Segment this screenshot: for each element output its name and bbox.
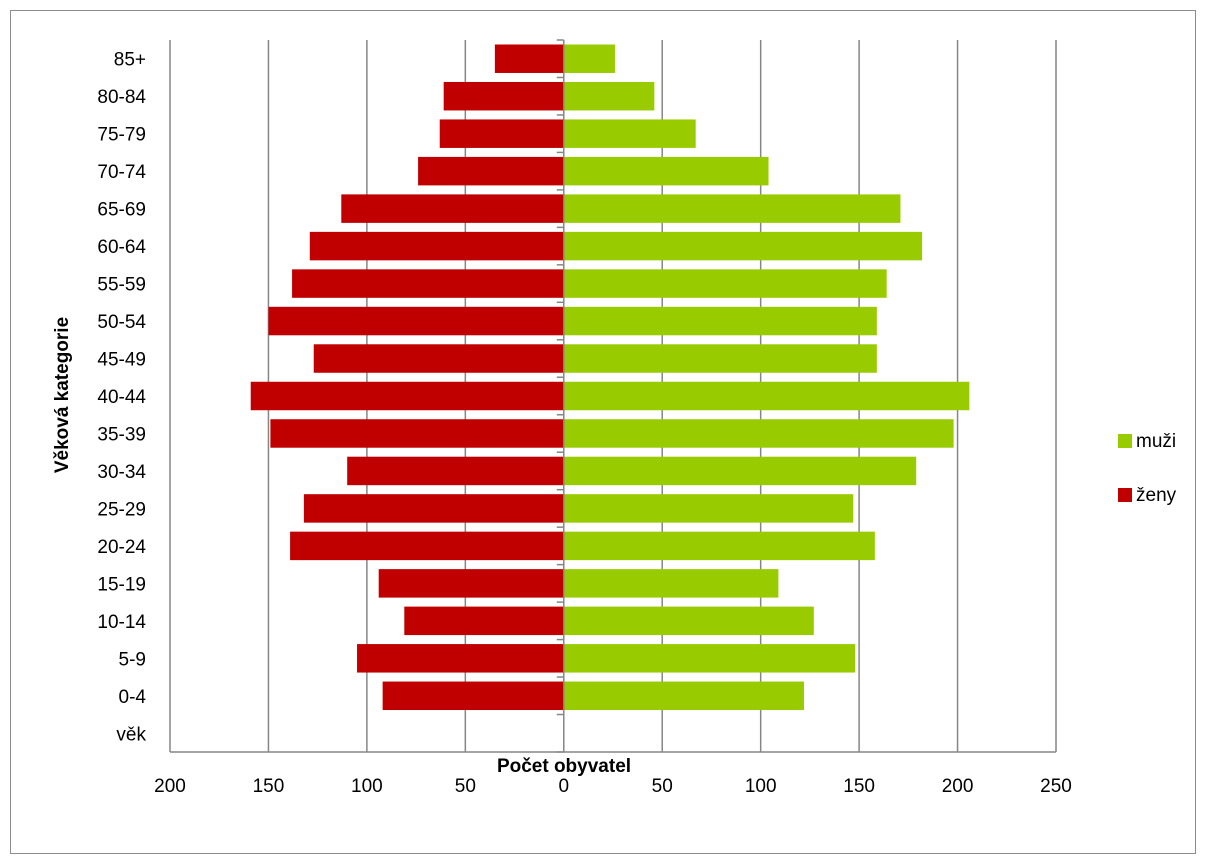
legend-label-zeny: ženy: [1136, 485, 1177, 506]
bar-zeny-55-59: [292, 269, 564, 298]
axes: [170, 39, 1056, 753]
bar-zeny-45-49: [313, 344, 564, 373]
bar-zeny-75-79: [439, 119, 564, 148]
bar-muzi-20-24: [563, 531, 875, 561]
x-tick-label: 50: [652, 776, 673, 797]
bars: [250, 44, 970, 711]
y-tick-label: 70-74: [97, 162, 146, 183]
x-tick-label: 150: [253, 776, 285, 797]
legend-swatch-muzi: [1118, 434, 1132, 448]
x-tick-label: 100: [351, 776, 383, 797]
bar-zeny-15-19: [378, 569, 564, 598]
y-tick-label: 0-4: [119, 687, 147, 708]
bar-zeny-5-9: [357, 644, 564, 673]
bar-zeny-65-69: [341, 194, 564, 223]
x-tick-label: 150: [843, 776, 875, 797]
bar-muzi-80-84: [563, 81, 655, 111]
y-tick-label: 35-39: [97, 424, 146, 445]
bar-zeny-20-24: [290, 531, 564, 561]
bar-zeny-30-34: [347, 456, 564, 486]
bar-zeny-25-29: [303, 494, 564, 523]
bar-muzi-5-9: [563, 644, 856, 673]
y-axis-title: Věková kategorie: [52, 317, 73, 473]
bar-muzi-30-34: [563, 456, 917, 486]
bar-muzi-60-64: [563, 231, 923, 261]
bar-zeny-85+: [494, 44, 564, 73]
y-tick-label: 10-14: [97, 612, 146, 633]
y-tick-labels: věk 0-4 5-9 10-14 15-19 20-24 25-29 30-34 35-39 4…: [97, 50, 146, 746]
bar-muzi-35-39: [563, 419, 954, 448]
legend: muži ženy: [1118, 431, 1177, 506]
x-tick-label: 100: [745, 776, 777, 797]
y-tick-label: věk: [116, 724, 146, 745]
y-tick-label: 30-34: [97, 462, 146, 483]
y-tick-label: 65-69: [97, 200, 146, 221]
bar-muzi-40-44: [563, 381, 970, 411]
bar-zeny-35-39: [270, 419, 564, 448]
y-tick-label: 15-19: [97, 574, 146, 595]
bar-zeny-80-84: [443, 81, 564, 111]
bar-zeny-60-64: [309, 231, 564, 261]
bar-muzi-10-14: [563, 606, 814, 636]
y-tick-label: 80-84: [97, 87, 146, 108]
y-tick-label: 55-59: [97, 275, 146, 296]
legend-label-muzi: muži: [1136, 431, 1176, 452]
bar-muzi-55-59: [563, 269, 887, 298]
y-tick-label: 40-44: [97, 387, 146, 408]
bar-muzi-70-74: [563, 156, 769, 186]
x-tick-label: 250: [1040, 776, 1072, 797]
y-tick-label: 20-24: [97, 537, 146, 558]
bar-muzi-75-79: [563, 119, 696, 148]
bar-muzi-0-4: [563, 681, 804, 711]
bar-zeny-0-4: [382, 681, 564, 711]
bar-zeny-40-44: [250, 381, 564, 411]
bar-muzi-45-49: [563, 344, 877, 373]
y-tick-label: 45-49: [97, 350, 146, 371]
bar-muzi-85+: [563, 44, 615, 73]
x-tick-label: 0: [558, 776, 569, 797]
bar-muzi-65-69: [563, 194, 901, 223]
y-tick-label: 25-29: [97, 499, 146, 520]
x-tick-labels: 200 150 100 50 0 50 100 150 200 250: [154, 776, 1072, 797]
bar-zeny-70-74: [418, 156, 564, 186]
y-tick-label: 60-64: [97, 237, 146, 258]
x-axis-title: Počet obyvatel: [497, 756, 631, 777]
bar-muzi-25-29: [563, 494, 854, 523]
bar-zeny-50-54: [268, 306, 564, 336]
x-tick-label: 200: [154, 776, 186, 797]
y-tick-label: 5-9: [119, 649, 146, 670]
y-tick-label: 85+: [114, 50, 146, 71]
x-tick-label: 200: [942, 776, 974, 797]
bar-muzi-15-19: [563, 569, 779, 598]
legend-swatch-zeny: [1118, 488, 1132, 502]
x-tick-label: 50: [455, 776, 476, 797]
y-tick-label: 75-79: [97, 125, 146, 146]
bar-zeny-10-14: [404, 606, 564, 636]
y-tick-label: 50-54: [97, 312, 146, 333]
bar-muzi-50-54: [563, 306, 877, 336]
